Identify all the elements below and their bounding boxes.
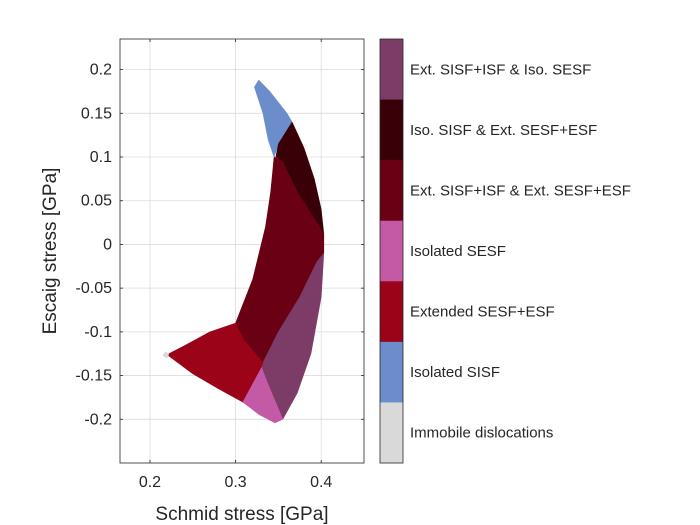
y-axis-label: Escaig stress [GPa] [40,168,61,335]
region-extended-sesf-esf [166,322,264,403]
data-regions [162,79,325,424]
y-tick-label: 0.2 [90,62,112,79]
y-tick-label: -0.15 [76,368,113,385]
colorbar-border [379,38,404,464]
axis-ticks: 0.2 0.3 0.4 0.2 0.15 0.1 0.05 0 -0.05 -0.1 -0.15 -0… [76,39,364,491]
colorbar-label-iso-sisf-ext-sesf-esf: Iso. SISF & Ext. SESF+ESF [410,122,597,139]
plot-area-border [119,38,365,464]
y-tick-label: -0.1 [84,324,112,341]
colorbar-swatch-extended-sesf-esf [380,281,403,343]
colorbar-swatch-iso-sisf-ext-sesf-esf [380,99,403,161]
y-tick-label: -0.05 [76,280,113,297]
colorbar-label-isolated-sisf: Isolated SISF [410,364,500,381]
colorbar-label-ext-sisf-isf-iso-sesf: Ext. SISF+ISF & Iso. SESF [410,61,591,78]
y-tick-label: -0.2 [84,411,112,428]
colorbar-label-immobile-dislocations: Immobile dislocations [410,425,553,442]
x-axis-label: Schmid stress [GPa] [155,504,328,525]
colorbar: Ext. SISF+ISF & Iso. SESF Iso. SISF & Ext… [379,38,631,464]
colorbar-swatch-ext-sisf-isf-iso-sesf [380,39,403,100]
y-tick-label: 0.05 [81,193,112,210]
x-tick-label: 0.4 [310,474,332,491]
colorbar-label-extended-sesf-esf: Extended SESF+ESF [410,304,555,321]
region-immobile-dislocations [162,351,170,359]
colorbar-swatch-isolated-sesf [380,220,403,282]
colorbar-swatch-immobile-dislocations [380,402,403,464]
colorbar-label-ext-sisf-isf-ext-sesf-esf: Ext. SISF+ISF & Ext. SESF+ESF [410,182,631,199]
x-tick-label: 0.2 [139,474,161,491]
colorbar-swatch-ext-sisf-isf-ext-sesf-esf [380,160,403,222]
y-tick-label: 0.15 [81,105,112,122]
x-tick-label: 0.3 [224,474,246,491]
colorbar-swatch-isolated-sisf [380,341,403,403]
colorbar-label-isolated-sesf: Isolated SESF [410,243,506,260]
y-tick-label: 0.1 [90,149,112,166]
y-tick-label: 0 [103,236,112,253]
